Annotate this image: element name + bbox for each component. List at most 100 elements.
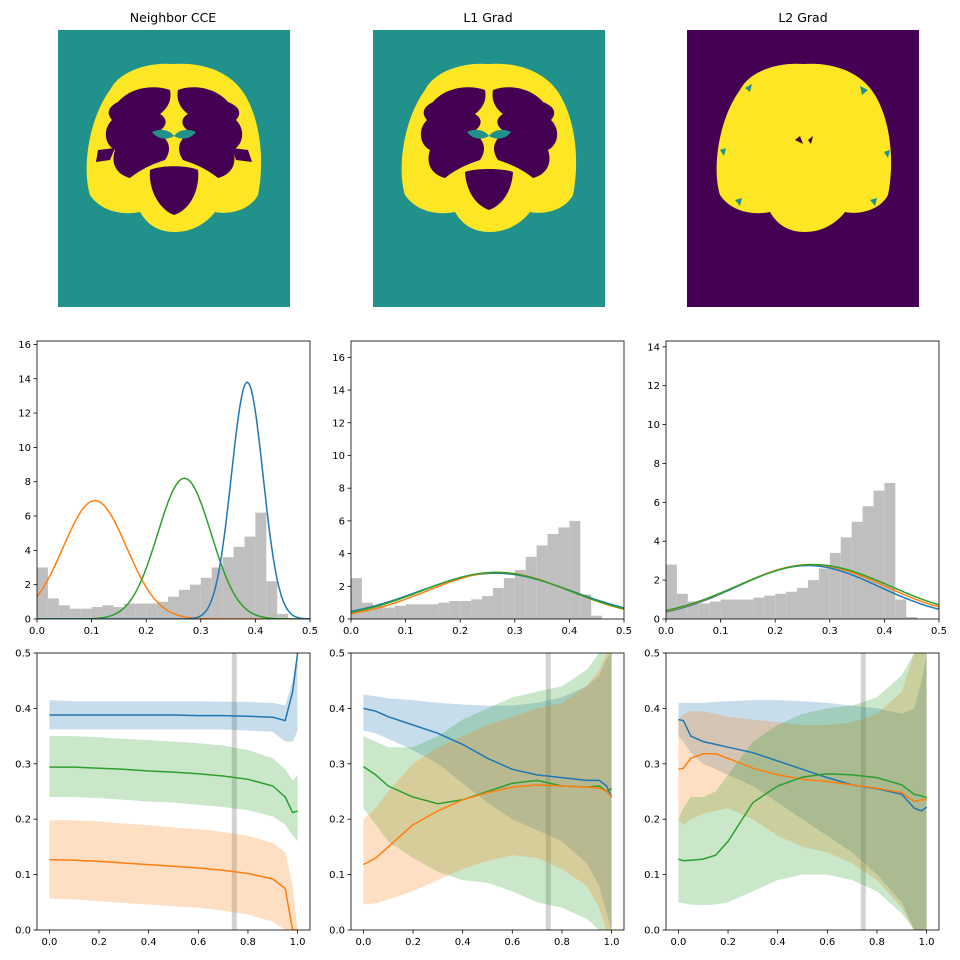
x-tick-label: 0.0 (658, 626, 674, 637)
histogram-bar (80, 608, 92, 619)
histogram-bar (687, 601, 699, 619)
histogram-bar (416, 604, 428, 619)
x-tick-label: 0.1 (713, 626, 729, 637)
histogram-panel-2: 0.0 0.1 0.2 0.3 0.4 0.5 0 2 4 6 8 10 12 14 16 (332, 340, 632, 637)
x-tick-label: 0.0 (29, 626, 45, 637)
density-curve-green (666, 563, 939, 612)
y-tick-label: 0.2 (644, 815, 660, 826)
y-tick-label: 0.2 (329, 815, 345, 826)
x-tick-label: 0.2 (720, 937, 736, 948)
mean-line-orange (363, 784, 613, 866)
mean-line-blue (49, 653, 299, 722)
x-tick-label: 0.0 (355, 937, 371, 948)
histogram-bar (460, 601, 472, 619)
histogram-panel-1: 0.0 0.1 0.2 0.3 0.4 0.5 0 2 4 6 8 10 12 14 16 (18, 340, 318, 637)
density-curve-green (351, 571, 624, 613)
histogram-bar (764, 595, 776, 619)
x-tick-label: 0.5 (616, 626, 632, 637)
x-tick-label: 0.4 (770, 937, 786, 948)
histogram-bar (580, 594, 592, 619)
histogram-bar (862, 506, 874, 619)
y-tick-label: 0.1 (644, 870, 660, 881)
histogram-bar (503, 578, 515, 619)
histogram-bar (873, 490, 885, 619)
density-curve-blue (37, 381, 310, 619)
histogram-bar (547, 533, 559, 619)
x-tick-label: 0.4 (876, 626, 892, 637)
x-tick-label: 0.4 (455, 937, 471, 948)
y-tick-label: 10 (332, 451, 345, 462)
histogram-bar (383, 607, 395, 619)
density-curve-orange (37, 499, 310, 619)
x-tick-label: 0.2 (91, 937, 107, 948)
image-panel-1: Neighbor CCE (58, 10, 290, 307)
panel-title-3: L2 Grad (778, 10, 827, 25)
histogram-bar (211, 567, 223, 619)
y-tick-label: 0.5 (329, 649, 345, 660)
mean-line-green (678, 773, 927, 862)
mean-line-green (49, 766, 298, 814)
y-tick-label: 0.4 (644, 704, 660, 715)
y-tick-label: 14 (647, 342, 660, 353)
histogram-bar (818, 568, 830, 619)
histogram-bar (47, 598, 59, 619)
plot-area (49, 653, 299, 930)
y-tick-label: 6 (339, 516, 345, 527)
histogram-bar (277, 613, 289, 619)
axes-frame (665, 340, 940, 620)
y-tick-label: 6 (654, 498, 660, 509)
y-tick-label: 0.1 (15, 870, 31, 881)
histogram-bar (244, 536, 256, 619)
histogram-bar (58, 605, 70, 619)
histogram-bar (775, 593, 787, 619)
y-tick-label: 0.3 (15, 759, 31, 770)
histogram-bar (709, 601, 721, 619)
y-tick-label: 2 (654, 576, 660, 587)
histogram-bar (266, 581, 278, 619)
y-tick-label: 4 (654, 537, 660, 548)
x-tick-label: 0.2 (767, 626, 783, 637)
x-tick-label: 0.6 (190, 937, 206, 948)
x-tick-label: 0.8 (240, 937, 256, 948)
histogram-bar (906, 617, 918, 619)
histogram-bar (394, 605, 406, 619)
histogram-bar (514, 569, 526, 619)
y-tick-label: 0.4 (329, 704, 345, 715)
histogram-bar (536, 545, 548, 619)
confidence-band-green (678, 653, 927, 930)
axes-frame (36, 340, 311, 620)
histogram-bar (146, 603, 158, 619)
histogram-bar (178, 589, 190, 619)
histogram-bar (666, 564, 677, 619)
plot-area (362, 653, 613, 930)
y-tick-label: 12 (332, 418, 345, 429)
y-tick-label: 0.0 (329, 926, 345, 937)
panel-title-2: L1 Grad (463, 10, 512, 25)
histogram-bar (449, 601, 461, 619)
x-tick-label: 0.8 (869, 937, 885, 948)
histogram-bar (135, 603, 147, 619)
histogram-bar (895, 599, 907, 619)
histogram-bar (200, 577, 212, 619)
plot-area (666, 482, 939, 619)
confidence-band-blue (678, 653, 927, 930)
confidence-band-orange (678, 653, 927, 930)
histogram-bar (851, 521, 863, 619)
axes-frame (665, 652, 940, 931)
x-tick-label: 0.3 (822, 626, 838, 637)
y-tick-label: 2 (25, 580, 31, 591)
histogram-bar (492, 587, 504, 619)
histogram-bar (372, 605, 384, 619)
x-tick-label: 0.1 (398, 626, 414, 637)
histogram-panel-3: 0.0 0.1 0.2 0.3 0.4 0.5 0 2 4 6 8 10 12 14 (647, 340, 947, 637)
x-tick-label: 0.6 (819, 937, 835, 948)
y-tick-label: 4 (339, 549, 345, 560)
line-panel-2: 0.0 0.2 0.4 0.6 0.8 1.0 0.0 0.1 0.2 0.3 0.4 0.5 (329, 649, 625, 948)
histogram-bar (168, 596, 179, 619)
mean-line-blue (678, 718, 928, 812)
image-panel-2: L1 Grad (373, 10, 605, 307)
histogram-bar (753, 597, 765, 619)
plot-area (351, 520, 624, 619)
y-tick-label: 12 (18, 409, 31, 420)
